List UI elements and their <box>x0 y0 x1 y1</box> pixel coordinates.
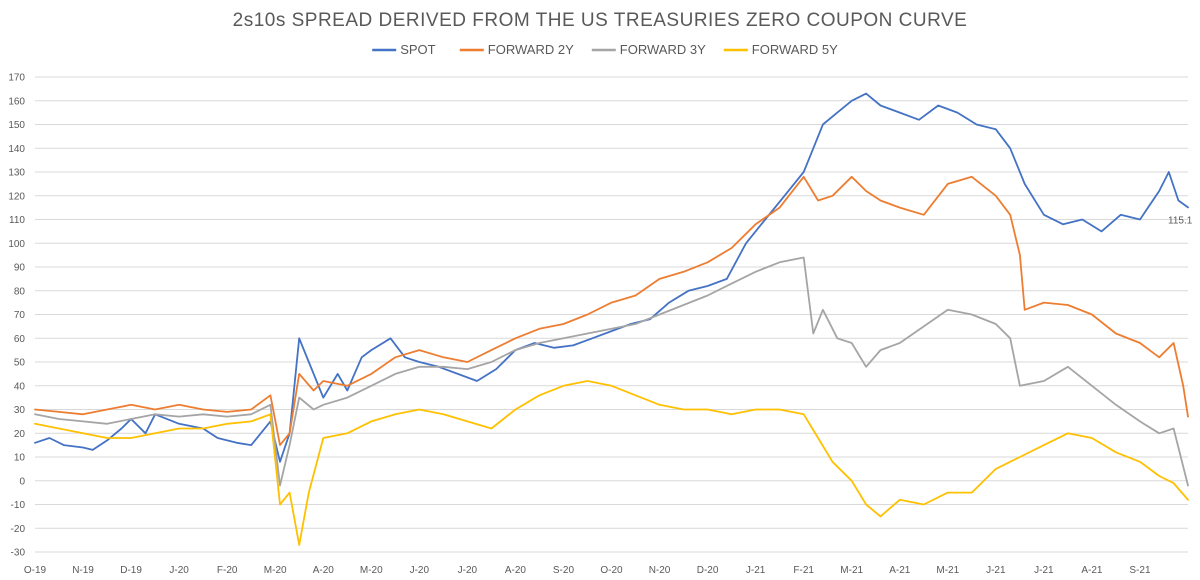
y-tick-label: 130 <box>8 168 25 179</box>
y-tick-label: 120 <box>8 191 25 202</box>
y-tick-label: 50 <box>14 358 26 369</box>
x-tick-label: J-20 <box>410 565 430 576</box>
y-tick-label: -20 <box>11 524 26 535</box>
x-tick-label: J-20 <box>169 565 189 576</box>
x-tick-label: J-21 <box>1034 565 1054 576</box>
legend-label: FORWARD 5Y <box>752 42 838 57</box>
legend-item: FORWARD 3Y <box>591 42 706 57</box>
x-tick-label: A-21 <box>889 565 911 576</box>
y-tick-label: -30 <box>11 548 26 559</box>
y-tick-label: 30 <box>14 405 26 416</box>
y-axis-ticks: -30 -20 -10 0 10 20 30 40 50 60 70 80 90 100 110 120 130… <box>8 73 25 559</box>
x-tick-label: M-20 <box>264 565 287 576</box>
x-tick-label: S-21 <box>1129 565 1151 576</box>
y-tick-label: 170 <box>8 73 25 84</box>
y-tick-label: 60 <box>14 334 26 345</box>
x-tick-label: J-21 <box>746 565 766 576</box>
series-line-spot <box>34 92 1189 463</box>
y-tick-label: 160 <box>8 96 25 107</box>
series-lines <box>34 92 1189 546</box>
series-line-forward-5y <box>34 380 1189 546</box>
x-tick-label: A-21 <box>1081 565 1103 576</box>
x-tick-label: M-21 <box>840 565 863 576</box>
y-tick-label: 40 <box>14 381 26 392</box>
legend-label: SPOT <box>400 42 435 57</box>
x-tick-label: N-20 <box>649 565 671 576</box>
y-tick-label: 20 <box>14 429 26 440</box>
x-tick-label: J-21 <box>986 565 1006 576</box>
x-axis-ticks: O-19 N-19 D-19 J-20 F-20 M-20 A-20 M-20 J-20 J-20… <box>24 565 1151 576</box>
x-tick-label: A-20 <box>313 565 335 576</box>
chart-title: 2s10s SPREAD DERIVED FROM THE US TREASUR… <box>233 10 968 31</box>
x-tick-label: O-20 <box>600 565 623 576</box>
last-value-label: 115.1 <box>1168 215 1193 226</box>
legend-item: FORWARD 5Y <box>723 42 838 57</box>
x-tick-label: D-20 <box>697 565 719 576</box>
y-tick-label: 150 <box>8 120 25 131</box>
y-tick-label: 80 <box>14 286 26 297</box>
y-tick-label: 100 <box>8 239 25 250</box>
series-line-forward-3y <box>34 256 1189 487</box>
y-tick-label: 10 <box>14 453 26 464</box>
x-tick-label: A-20 <box>505 565 527 576</box>
y-tick-label: 110 <box>9 215 25 226</box>
y-tick-label: 90 <box>14 263 26 274</box>
y-tick-label: 70 <box>14 310 26 321</box>
x-tick-label: F-21 <box>793 565 814 576</box>
y-tick-label: 0 <box>19 476 25 487</box>
gridlines <box>35 76 1188 553</box>
series-line-forward-2y <box>34 175 1189 446</box>
x-tick-label: J-20 <box>458 565 478 576</box>
legend-item: FORWARD 2Y <box>459 42 574 57</box>
x-tick-label: D-19 <box>120 565 142 576</box>
y-tick-label: 140 <box>8 144 25 155</box>
x-tick-label: M-20 <box>360 565 383 576</box>
x-tick-label: O-19 <box>24 565 47 576</box>
legend: SPOT FORWARD 2Y FORWARD 3Y FORWARD 5Y <box>372 42 838 57</box>
legend-label: FORWARD 2Y <box>488 42 574 57</box>
legend-item: SPOT <box>372 42 436 57</box>
x-tick-label: S-20 <box>553 565 575 576</box>
annotations: 115.1 <box>1168 215 1193 226</box>
x-tick-label: M-21 <box>936 565 959 576</box>
x-tick-label: N-19 <box>72 565 94 576</box>
y-tick-label: -10 <box>11 500 26 511</box>
legend-label: FORWARD 3Y <box>620 42 706 57</box>
x-tick-label: F-20 <box>217 565 238 576</box>
